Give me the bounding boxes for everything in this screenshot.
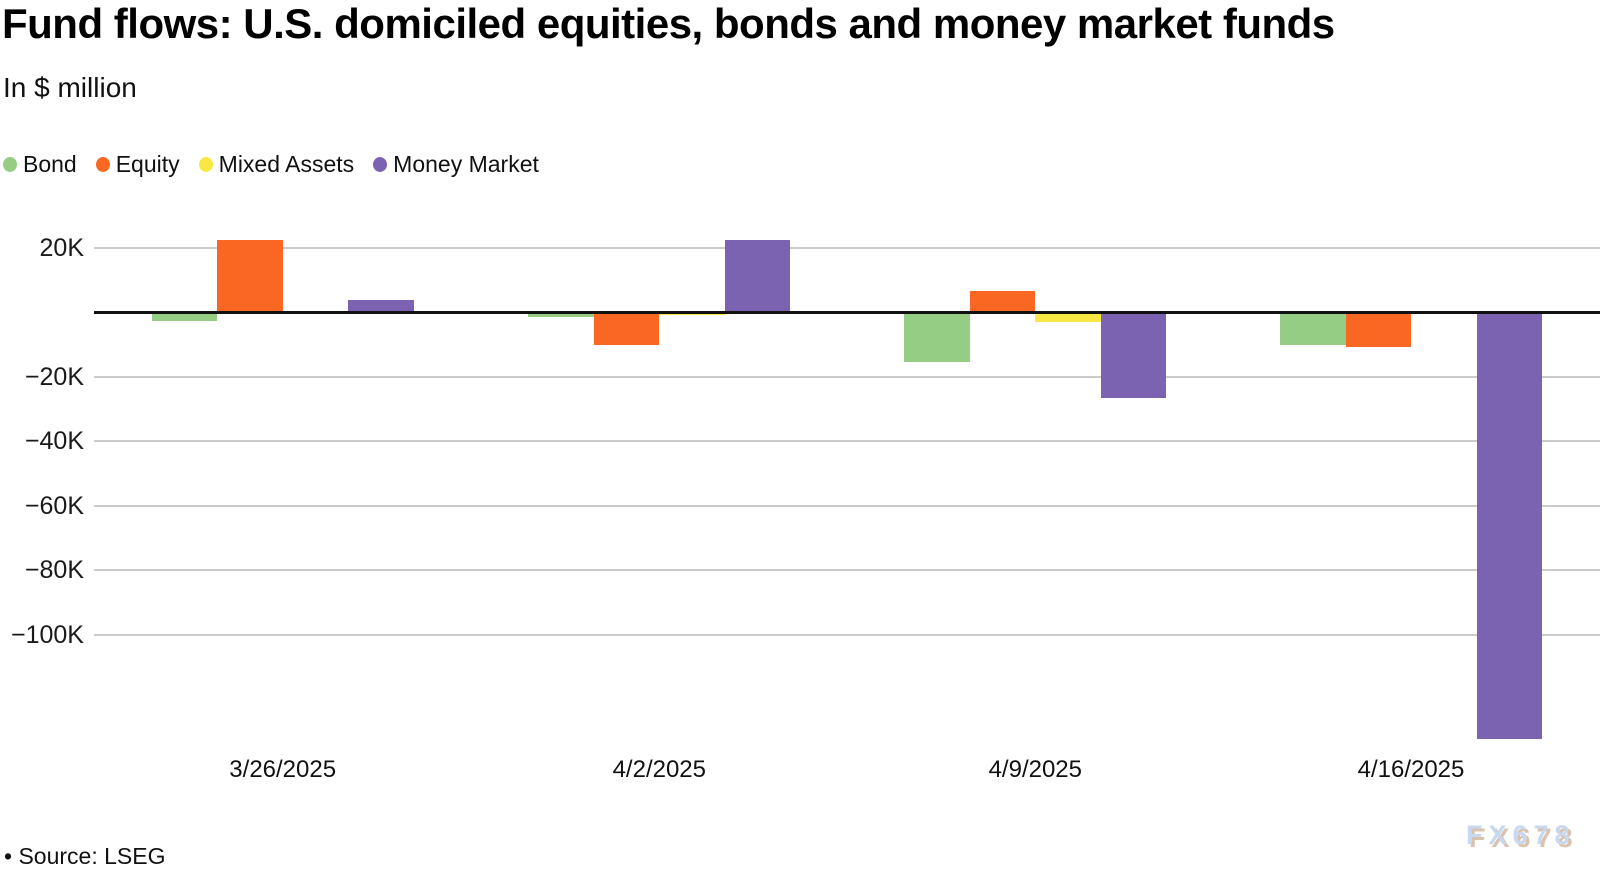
x-axis-label: 4/2/2025 [612, 756, 706, 783]
bar-money-market-4/16/2025 [1476, 312, 1542, 739]
bar-mixed-assets-4/9/2025 [1035, 312, 1101, 323]
bar-bond-3/26/2025 [151, 312, 218, 322]
y-gridline [94, 375, 1600, 378]
bar-bond-4/9/2025 [904, 312, 970, 362]
legend-item-equity: Equity [95, 151, 180, 178]
green-dot-icon [3, 157, 17, 172]
y-axis-tick-label: −60K [24, 491, 84, 520]
orange-dot-icon [95, 157, 110, 172]
bar-equity-4/9/2025 [969, 291, 1036, 312]
legend-item-mixed-assets: Mixed Assets [198, 151, 355, 178]
y-gridline [94, 569, 1600, 571]
bar-bond-4/16/2025 [1280, 312, 1346, 345]
x-axis-label: 3/26/2025 [229, 756, 337, 783]
bar-bond-4/2/2025 [528, 312, 594, 318]
bar-equity-4/16/2025 [1345, 312, 1411, 348]
zero-baseline [94, 311, 1600, 314]
bar-equity-4/2/2025 [593, 312, 660, 345]
y-axis-tick-label: −20K [24, 362, 84, 391]
yellow-dot-icon [198, 157, 213, 172]
x-axis-label: 4/16/2025 [1357, 756, 1465, 783]
y-axis-tick-label: −80K [24, 556, 84, 584]
page-title: Fund flows: U.S. domiciled equities, bon… [2, 0, 1335, 47]
chart-unit-subtitle: In $ million [3, 72, 137, 103]
legend-item-bond: Bond [3, 151, 77, 178]
bar-money-market-4/9/2025 [1100, 312, 1167, 399]
bar-money-market-4/2/2025 [724, 240, 791, 312]
watermark-logo: FX678 [1466, 820, 1576, 850]
bar-money-market-3/26/2025 [348, 300, 414, 312]
x-axis-label: 4/9/2025 [988, 756, 1082, 783]
legend-label: Mixed Assets [218, 151, 355, 177]
y-axis-tick-label: −100K [11, 620, 84, 649]
y-gridline [94, 440, 1600, 442]
purple-dot-icon [373, 157, 388, 172]
legend-label: Equity [115, 151, 180, 177]
y-gridline [94, 246, 1600, 249]
y-axis-tick-label: 20K [39, 233, 84, 262]
legend-label: Money Market [393, 151, 539, 177]
legend-item-money-market: Money Market [373, 151, 539, 178]
bar-equity-3/26/2025 [217, 239, 283, 312]
y-axis-tick-label: −40K [24, 427, 84, 455]
y-gridline [94, 504, 1600, 507]
y-gridline [94, 633, 1600, 636]
legend-label: Bond [23, 151, 77, 177]
source-note: • Source: LSEG [4, 843, 166, 869]
chart-legend: Bond Equity Mixed Assets Money Market [3, 151, 539, 178]
